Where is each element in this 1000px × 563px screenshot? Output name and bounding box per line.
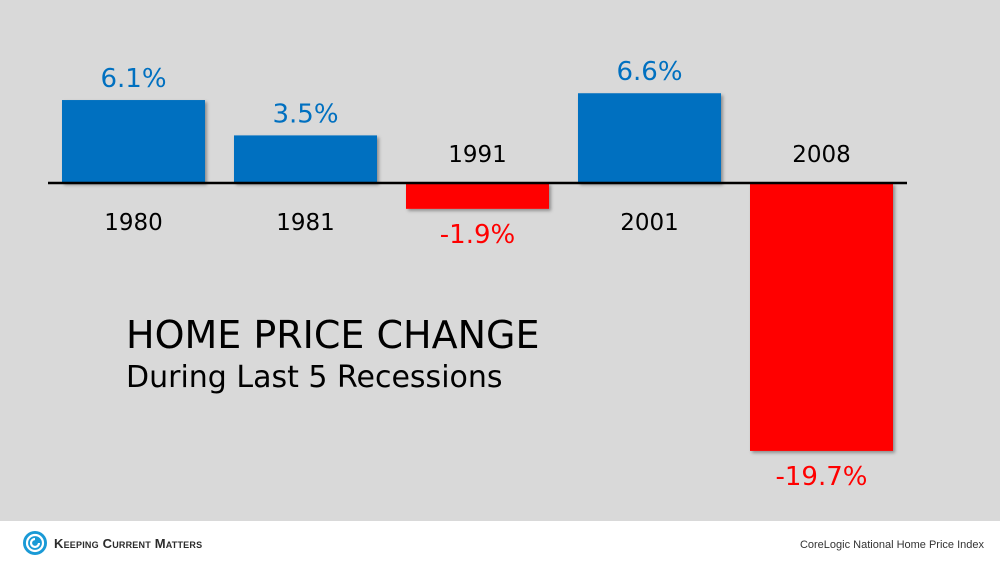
- brand-logo: Keeping Current Matters: [22, 530, 202, 556]
- data-label-2008: -19.7%: [776, 462, 868, 492]
- category-label-1981: 1981: [276, 210, 335, 236]
- category-label-2008: 2008: [792, 142, 851, 168]
- bar-1981: [234, 135, 377, 183]
- bar-1991: [406, 183, 549, 209]
- chart-panel: 6.1% 1980 3.5% 1981 -1.9% 1991 6.6% 2001 -19.7% 2…: [0, 0, 1000, 521]
- bar-1980: [62, 100, 205, 183]
- brand-name: Keeping Current Matters: [54, 535, 203, 551]
- data-label-2001: 6.6%: [616, 57, 682, 87]
- chart-title-block: HOME PRICE CHANGE During Last 5 Recessio…: [126, 312, 540, 398]
- bar-chart: 6.1% 1980 3.5% 1981 -1.9% 1991 6.6% 2001 -19.7% 2…: [48, 57, 907, 492]
- footer-bar: Keeping Current Matters CoreLogic Nation…: [0, 521, 1000, 563]
- category-label-1980: 1980: [104, 210, 163, 236]
- data-label-1981: 3.5%: [272, 99, 338, 129]
- bar-2008: [750, 183, 893, 451]
- spiral-logo-icon: [23, 531, 47, 555]
- chart-subtitle: During Last 5 Recessions: [126, 360, 503, 395]
- data-label-1991: -1.9%: [440, 220, 515, 250]
- category-label-2001: 2001: [620, 210, 679, 236]
- source-note: CoreLogic National Home Price Index: [799, 539, 984, 551]
- bar-2001: [578, 93, 721, 183]
- chart-title: HOME PRICE CHANGE: [126, 313, 540, 357]
- category-label-1991: 1991: [448, 142, 507, 168]
- data-label-1980: 6.1%: [100, 64, 166, 94]
